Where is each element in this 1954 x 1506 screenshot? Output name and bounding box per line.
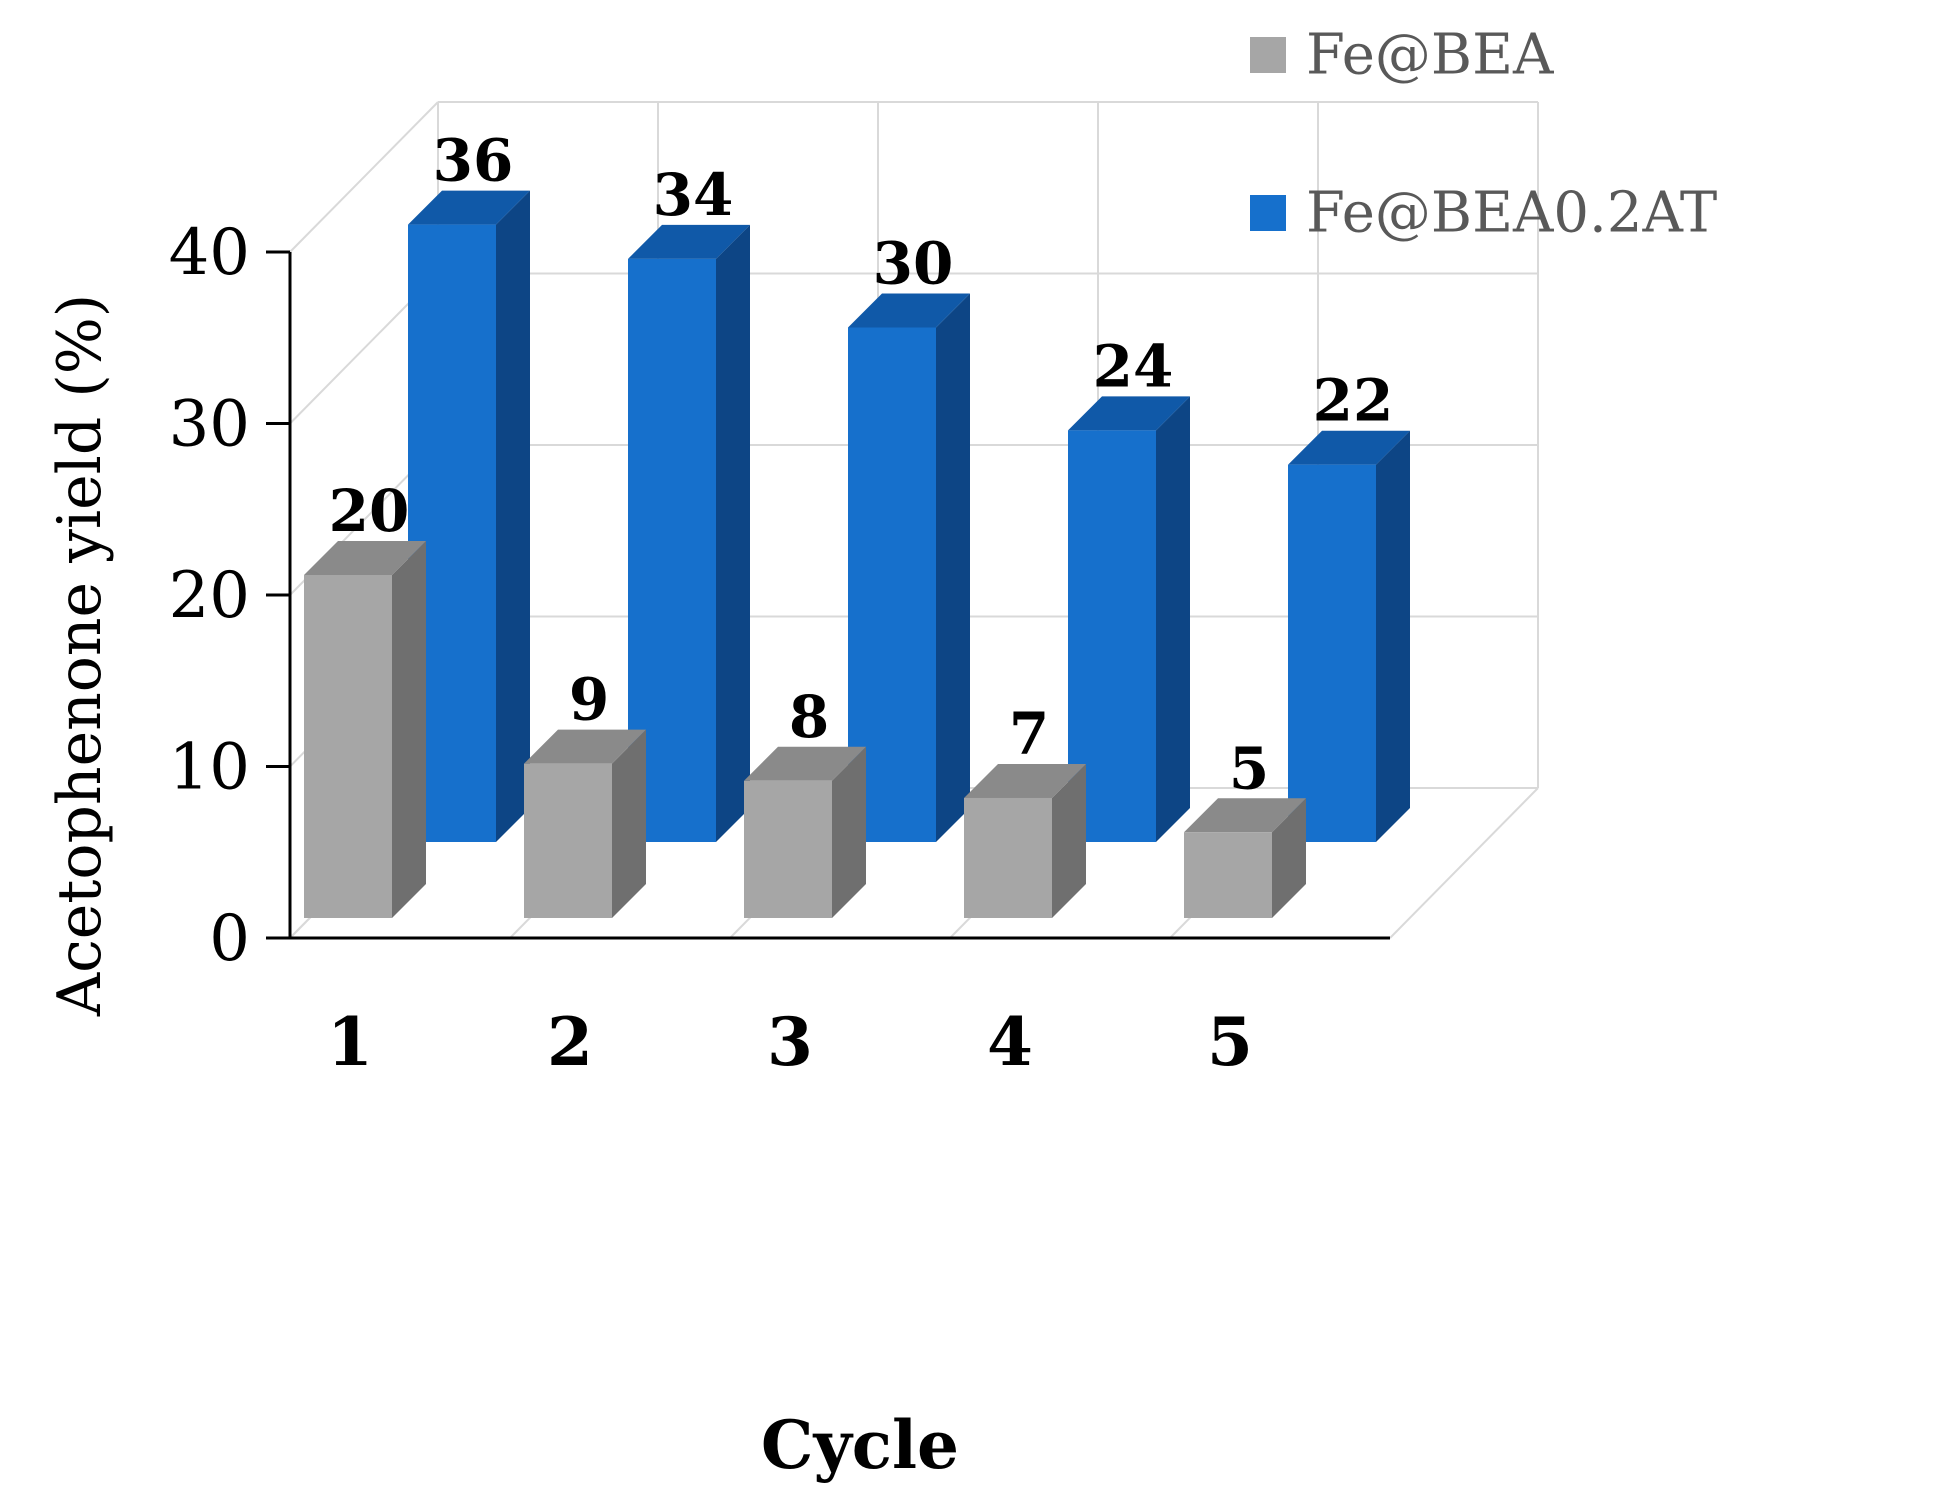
legend-swatch-fe-bea [1250,37,1286,73]
y-tick-label-40: 40 [169,216,250,290]
bar-fe-bea-cycle-4 [964,763,1086,918]
bar-side-face [936,293,970,842]
bar-side-face [716,224,750,842]
chart-data-labels: 36 34 30 24 22 20 9 8 7 5 [329,127,1394,803]
data-label-fe-bea-cycle-4: 7 [1009,700,1049,768]
bar-side-face [1272,798,1306,918]
bar-front-face [744,780,832,918]
bar-fe-bea0-2at-cycle-3 [848,293,970,842]
x-tick-label-2: 2 [547,1003,593,1081]
bar-front-face [964,797,1052,918]
bar-side-face [496,190,530,843]
legend-swatch-fe-bea-0-2at [1250,195,1286,231]
x-tick-label-1: 1 [327,1003,373,1081]
bar-top-face [964,763,1086,798]
bar-front-face [524,763,612,918]
legend-label-fe-bea-0-2at: Fe@BEA0.2AT [1306,181,1717,246]
data-label-fe-bea0-2at-cycle-2: 34 [653,161,734,229]
y-tick-label-20: 20 [169,559,250,633]
bar-front-face [1184,832,1272,918]
y-tick-label-10: 10 [169,731,250,805]
bar-fe-bea0-2at-cycle-5 [1288,430,1410,842]
bar-top-face [744,746,866,781]
chart-legend: Fe@BEA Fe@BEA0.2AT [1250,23,1717,246]
bar-side-face [612,729,646,918]
chart-axes [266,250,1390,940]
bar-fe-bea-cycle-5 [1184,798,1306,918]
bar-fe-bea-cycle-3 [744,746,866,918]
legend-label-fe-bea: Fe@BEA [1306,23,1554,88]
data-label-fe-bea-cycle-3: 8 [789,683,829,751]
data-label-fe-bea0-2at-cycle-5: 22 [1313,367,1394,435]
x-tick-label-4: 4 [987,1003,1033,1081]
bar-side-face [1376,430,1410,842]
chart-bars [304,190,1410,918]
x-tick-label-5: 5 [1207,1003,1253,1081]
bar-front-face [304,575,392,918]
bar-fe-bea0-2at-cycle-2 [628,224,750,842]
bar-top-face [1184,798,1306,833]
bar-fe-bea-cycle-2 [524,729,646,918]
floor-divider-5 [1389,787,1539,939]
bar-fe-bea0-2at-cycle-1 [408,190,530,843]
side-wall-gridline-40 [289,101,439,253]
bar-top-face [1288,430,1410,465]
bar-front-face [1288,464,1376,842]
bar-top-face [524,729,646,764]
chart-tick-labels: 0 10 20 30 40 1 2 3 4 5 [169,216,1253,1081]
bar-side-face [1052,763,1086,918]
data-label-fe-bea0-2at-cycle-3: 30 [873,230,954,298]
y-axis-title: Acetophenone yield (%) [45,294,115,1017]
bar-top-face [304,541,426,575]
y-tick-label-30: 30 [169,388,250,462]
bar-fe-bea0-2at-cycle-4 [1068,396,1190,842]
bar-top-face [848,293,970,328]
bar-side-face [392,541,426,918]
bar-fe-bea-cycle-1 [304,541,426,918]
data-label-fe-bea0-2at-cycle-4: 24 [1093,332,1174,400]
bar-top-face [1068,396,1190,431]
x-axis-title: Cycle [761,1406,959,1484]
y-tick-label-0: 0 [209,902,250,976]
bar-side-face [832,746,866,918]
data-label-fe-bea-cycle-5: 5 [1229,734,1269,802]
data-label-fe-bea0-2at-cycle-1: 36 [433,127,514,195]
data-label-fe-bea-cycle-1: 20 [329,477,410,545]
data-label-fe-bea-cycle-2: 9 [569,666,609,734]
bar-top-face [408,190,530,225]
bar-top-face [628,224,750,259]
bar-side-face [1156,396,1190,842]
x-tick-label-3: 3 [767,1003,813,1081]
